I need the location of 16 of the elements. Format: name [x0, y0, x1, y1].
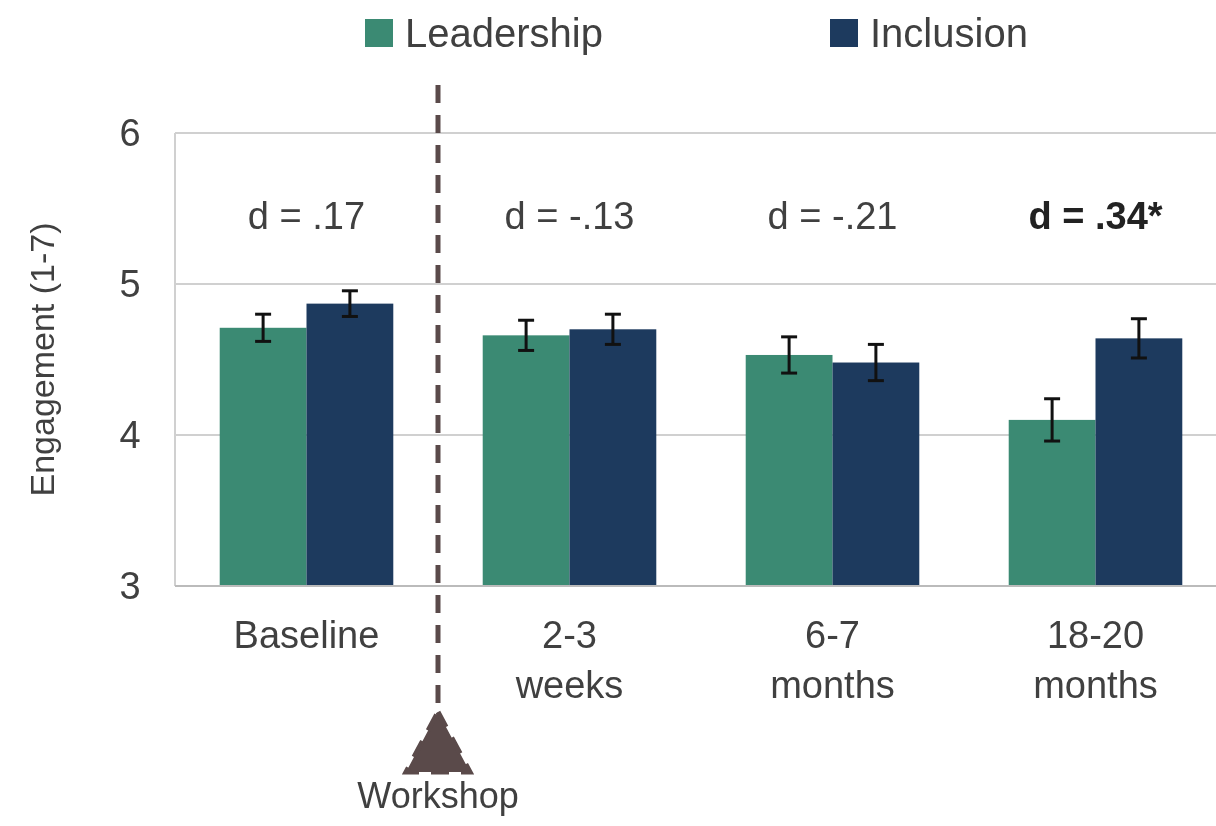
annotation: d = -.13: [504, 195, 635, 238]
annotation: d = .34*: [1028, 195, 1163, 238]
x-tick-label: 6-7 months: [770, 614, 895, 706]
text: Workshop: [357, 775, 519, 816]
x-tick-label: Baseline: [233, 614, 380, 656]
y-tick-label: 5: [119, 263, 141, 306]
annotation: d = .17: [247, 195, 366, 238]
legend-label: Leadership: [405, 11, 603, 55]
annotation: d = -.21: [767, 195, 898, 238]
x-tick-label: 2-3 weeks: [514, 614, 624, 706]
y-axis-title: Engagement (1-7): [22, 222, 61, 497]
x-tick-label: 18-20 months: [1033, 614, 1158, 706]
legend-label: Inclusion: [870, 11, 1028, 55]
y-tick-label: 3: [119, 565, 141, 608]
y-tick-label: 4: [119, 414, 141, 457]
y-tick-label: 6: [119, 112, 141, 155]
